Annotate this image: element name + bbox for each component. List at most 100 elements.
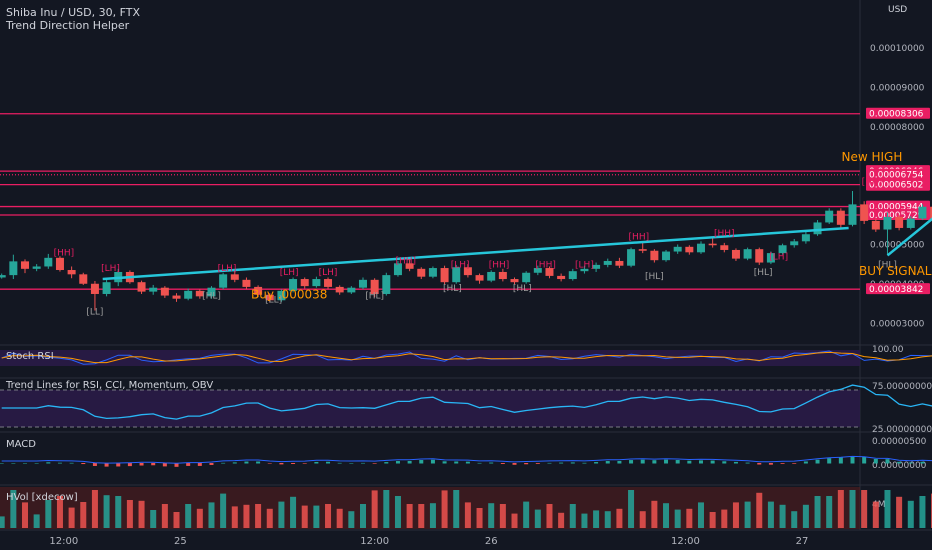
- level-price-label: 0.00006502: [869, 181, 923, 191]
- macd-histogram-bar: [279, 463, 284, 465]
- volume-bar: [464, 502, 471, 528]
- macd-histogram-bar: [792, 463, 797, 464]
- macd-histogram-bar: [897, 461, 902, 464]
- macd-histogram-bar: [314, 461, 319, 464]
- macd-histogram-bar: [174, 463, 179, 467]
- swing-label: [HH]: [862, 178, 883, 188]
- volume-bar: [10, 490, 17, 528]
- candle-body: [755, 249, 764, 263]
- candle-body: [358, 279, 367, 288]
- volume-bar: [674, 509, 681, 528]
- candle-body: [673, 246, 682, 252]
- macd-histogram-bar: [232, 462, 237, 464]
- volume-bar: [359, 504, 366, 528]
- stoch-rsi-label: Stoch RSI: [6, 351, 54, 362]
- candle-body: [55, 257, 64, 271]
- swing-label: [HL]: [443, 284, 462, 294]
- volume-bar: [278, 501, 285, 528]
- chart-title: Shiba Inu / USD, 30, FTX: [6, 6, 140, 19]
- level-price-tag: [866, 178, 930, 190]
- volume-bar: [511, 513, 518, 528]
- macd-histogram-bar: [489, 462, 494, 464]
- candle-body: [289, 279, 298, 291]
- chart-annotation: Buy .000038: [251, 288, 327, 302]
- price-tick-label: 0.00008000: [870, 123, 925, 133]
- level-price-tag: [866, 283, 930, 295]
- time-axis-label: 25: [174, 536, 187, 547]
- volume-bar: [45, 500, 52, 528]
- swing-label: [HL]: [202, 292, 221, 302]
- macd-histogram-bar: [360, 462, 365, 464]
- volume-bar: [686, 508, 693, 528]
- candle-body: [475, 275, 484, 281]
- level-price-label: 0.00008306: [869, 110, 924, 120]
- volume-bar: [208, 502, 215, 528]
- macd-histogram-bar: [256, 461, 261, 464]
- candle-body: [428, 268, 437, 277]
- macd-histogram-bar: [151, 463, 156, 466]
- level-price-label: 0.00005729: [869, 211, 924, 221]
- candle-body: [417, 268, 426, 277]
- volume-bar: [173, 512, 180, 528]
- candle-body: [662, 251, 671, 261]
- macd-histogram-bar: [850, 456, 855, 464]
- candle-body: [254, 286, 263, 295]
- macd-histogram-bar: [419, 460, 424, 464]
- macd-histogram-bar: [698, 460, 703, 464]
- macd-histogram-bar: [69, 462, 74, 464]
- macd-histogram-bar: [605, 461, 610, 464]
- macd-histogram-bar: [733, 461, 738, 464]
- macd-histogram-bar: [827, 458, 832, 464]
- volume-bar: [826, 496, 833, 528]
- candle-body: [533, 268, 542, 273]
- volume-bar: [697, 502, 704, 528]
- macd-histogram-bar: [908, 462, 913, 464]
- volume-bar: [884, 490, 891, 528]
- candle-body: [172, 295, 181, 299]
- candle-body: [778, 245, 787, 254]
- candle-body: [685, 246, 694, 253]
- macd-histogram-bar: [267, 463, 272, 464]
- macd-histogram-bar: [197, 463, 202, 466]
- macd-histogram-bar: [675, 460, 680, 464]
- swing-label: [HH]: [395, 256, 416, 266]
- volume-bar: [371, 490, 378, 528]
- hvol-label: HVol [xdecow]: [6, 492, 78, 503]
- volume-bar: [814, 496, 821, 528]
- volume-bar: [896, 496, 903, 528]
- volume-bar: [243, 504, 250, 528]
- macd-histogram-bar: [512, 463, 517, 465]
- macd-histogram-bar: [873, 458, 878, 464]
- macd-histogram-bar: [559, 462, 564, 464]
- volume-bar: [709, 512, 716, 528]
- volume-bar: [721, 509, 728, 528]
- macd-line: [1, 455, 932, 464]
- macd-histogram-bar: [687, 460, 692, 464]
- candle-body: [592, 264, 601, 269]
- candle-body: [860, 204, 869, 221]
- macd-histogram-bar: [710, 460, 715, 464]
- macd-level-label: 0.00000000: [872, 461, 927, 471]
- macd-histogram-bar: [442, 461, 447, 464]
- candle-body: [557, 275, 566, 280]
- time-axis-label: 12:00: [49, 536, 78, 547]
- volume-bar: [383, 490, 390, 528]
- macd-histogram-bar: [162, 463, 167, 467]
- candle-body: [871, 220, 880, 230]
- candle-body: [32, 266, 41, 269]
- volume-bar: [22, 502, 28, 528]
- volume-bar: [91, 490, 98, 528]
- volume-bar: [663, 503, 670, 528]
- volume-bar: [593, 510, 600, 528]
- volume-bar: [488, 503, 495, 528]
- volume-bar: [255, 504, 262, 528]
- time-axis-label: 27: [796, 536, 809, 547]
- rsi-band: [0, 390, 860, 427]
- macd-histogram-bar: [349, 463, 354, 464]
- candle-body: [195, 290, 204, 297]
- candle-body: [522, 272, 531, 283]
- macd-histogram-bar: [745, 462, 750, 464]
- candle-body: [930, 206, 932, 220]
- macd-histogram-bar: [407, 460, 412, 464]
